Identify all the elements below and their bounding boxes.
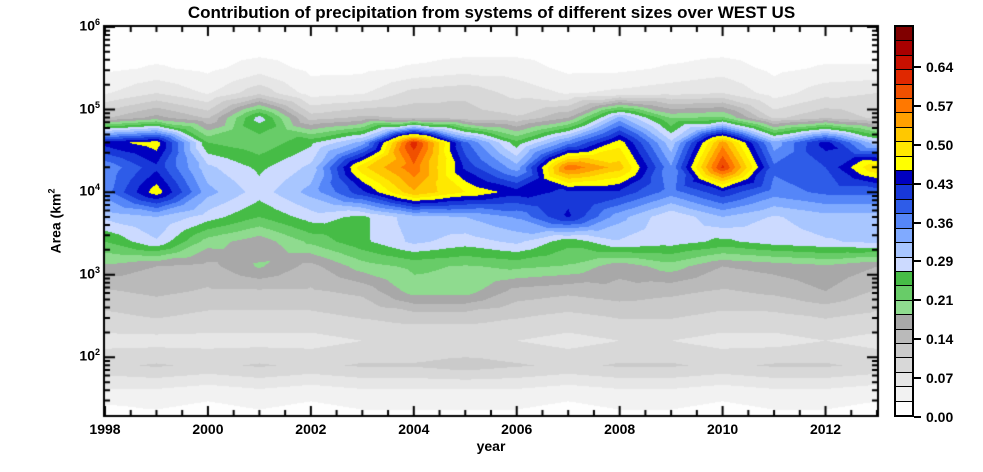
x-tick-label: 2010: [707, 421, 739, 437]
colorbar-segment: [896, 69, 912, 84]
colorbar-segment: [896, 242, 912, 257]
y-tick-label: 102: [79, 347, 100, 364]
colorbar-tick: [914, 260, 921, 263]
x-tick-label: 2000: [192, 421, 224, 437]
x-tick-label: 2004: [398, 421, 430, 437]
colorbar-segment: [896, 40, 912, 55]
colorbar-segment: [896, 400, 912, 415]
colorbar-tick-label: 0.29: [926, 253, 954, 270]
colorbar-segment: [896, 299, 912, 315]
colorbar-segment: [896, 314, 912, 329]
y-tick-label: 104: [79, 182, 100, 199]
colorbar-segment: [896, 328, 912, 343]
colorbar-segment: [896, 227, 912, 243]
colorbar-tick: [914, 143, 921, 146]
x-tick-label: 1998: [89, 421, 121, 437]
colorbar-segment: [896, 285, 912, 300]
colorbar-segment: [896, 342, 912, 358]
colorbar-segment: [896, 270, 912, 286]
colorbar: [894, 25, 914, 417]
colorbar-tick-label: 0.50: [926, 136, 954, 153]
colorbar-segment: [896, 54, 912, 70]
colorbar-tick: [914, 416, 921, 418]
y-tick-label: 106: [79, 17, 100, 34]
colorbar-segment: [896, 184, 912, 199]
colorbar-segment: [896, 386, 912, 401]
colorbar-segment: [896, 256, 912, 271]
colorbar-segment: [896, 357, 912, 372]
colorbar-tick-label: 0.07: [926, 370, 954, 387]
colorbar-segment: [896, 126, 912, 142]
x-axis-label: year: [476, 438, 506, 454]
colorbar-segment: [896, 83, 912, 99]
colorbar-tick-label: 0.43: [926, 175, 954, 192]
colorbar-tick-label: 0.57: [926, 97, 954, 114]
colorbar-tick: [914, 182, 921, 185]
colorbar-tick-label: 0.64: [926, 58, 954, 75]
colorbar-segment: [896, 371, 912, 387]
y-tick-label: 103: [79, 264, 100, 282]
x-tick-label: 2008: [604, 421, 636, 437]
colorbar-tick: [914, 65, 921, 68]
colorbar-tick: [914, 377, 921, 380]
colorbar-segment: [896, 155, 912, 171]
colorbar-tick: [914, 338, 921, 341]
x-tick-label: 2012: [809, 421, 842, 437]
x-tick-label: 2006: [501, 421, 533, 437]
colorbar-segment: [896, 141, 912, 156]
colorbar-segment: [896, 98, 912, 113]
colorbar-segment: [896, 27, 912, 41]
colorbar-segment: [896, 198, 912, 214]
y-axis-tick-labels: 102 103 104 105 106: [40, 0, 100, 472]
x-tick-label: 2002: [295, 421, 327, 437]
colorbar-tick-label: 0.00: [926, 409, 954, 425]
colorbar-tick: [914, 299, 921, 302]
colorbar-segment: [896, 112, 912, 127]
colorbar-tick: [914, 221, 921, 224]
colorbar-tick-label: 0.14: [926, 331, 954, 348]
colorbar-tick: [914, 104, 921, 107]
colorbar-segment: [896, 170, 912, 185]
colorbar-tick-label: 0.21: [926, 292, 954, 309]
colorbar-tick-label: 0.36: [926, 214, 954, 231]
colorbar-segment: [896, 213, 912, 228]
y-tick-label: 105: [79, 99, 100, 117]
